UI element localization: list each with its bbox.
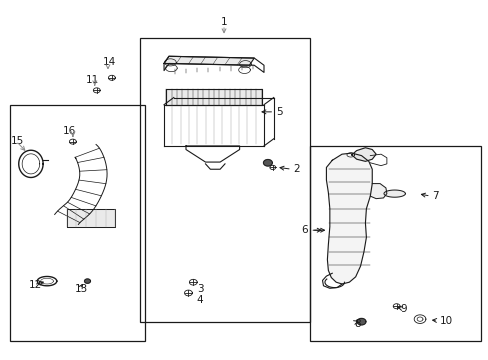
Polygon shape [356, 319, 365, 325]
Text: 15: 15 [10, 136, 23, 146]
Text: 9: 9 [400, 304, 407, 314]
Polygon shape [263, 159, 272, 166]
Text: 11: 11 [86, 75, 99, 85]
Polygon shape [369, 184, 386, 199]
Text: 5: 5 [276, 107, 282, 117]
Bar [140, 39, 310, 321]
Polygon shape [163, 56, 254, 65]
Text: 3: 3 [196, 284, 203, 294]
Polygon shape [66, 209, 115, 226]
Text: 10: 10 [439, 316, 452, 325]
Text: 13: 13 [75, 284, 88, 294]
Text: 14: 14 [103, 57, 116, 67]
Text: 16: 16 [63, 126, 76, 136]
Polygon shape [84, 279, 90, 283]
Polygon shape [383, 190, 405, 197]
Text: 6: 6 [301, 225, 307, 235]
Bar [10, 105, 144, 341]
Polygon shape [166, 89, 261, 105]
Polygon shape [326, 153, 371, 284]
Text: 4: 4 [196, 295, 203, 305]
Text: 8: 8 [353, 319, 360, 329]
Polygon shape [351, 148, 375, 161]
Text: 12: 12 [28, 280, 41, 290]
Text: 2: 2 [293, 164, 299, 174]
Text: 7: 7 [431, 191, 438, 201]
Text: 1: 1 [220, 17, 227, 27]
Bar [310, 146, 480, 341]
